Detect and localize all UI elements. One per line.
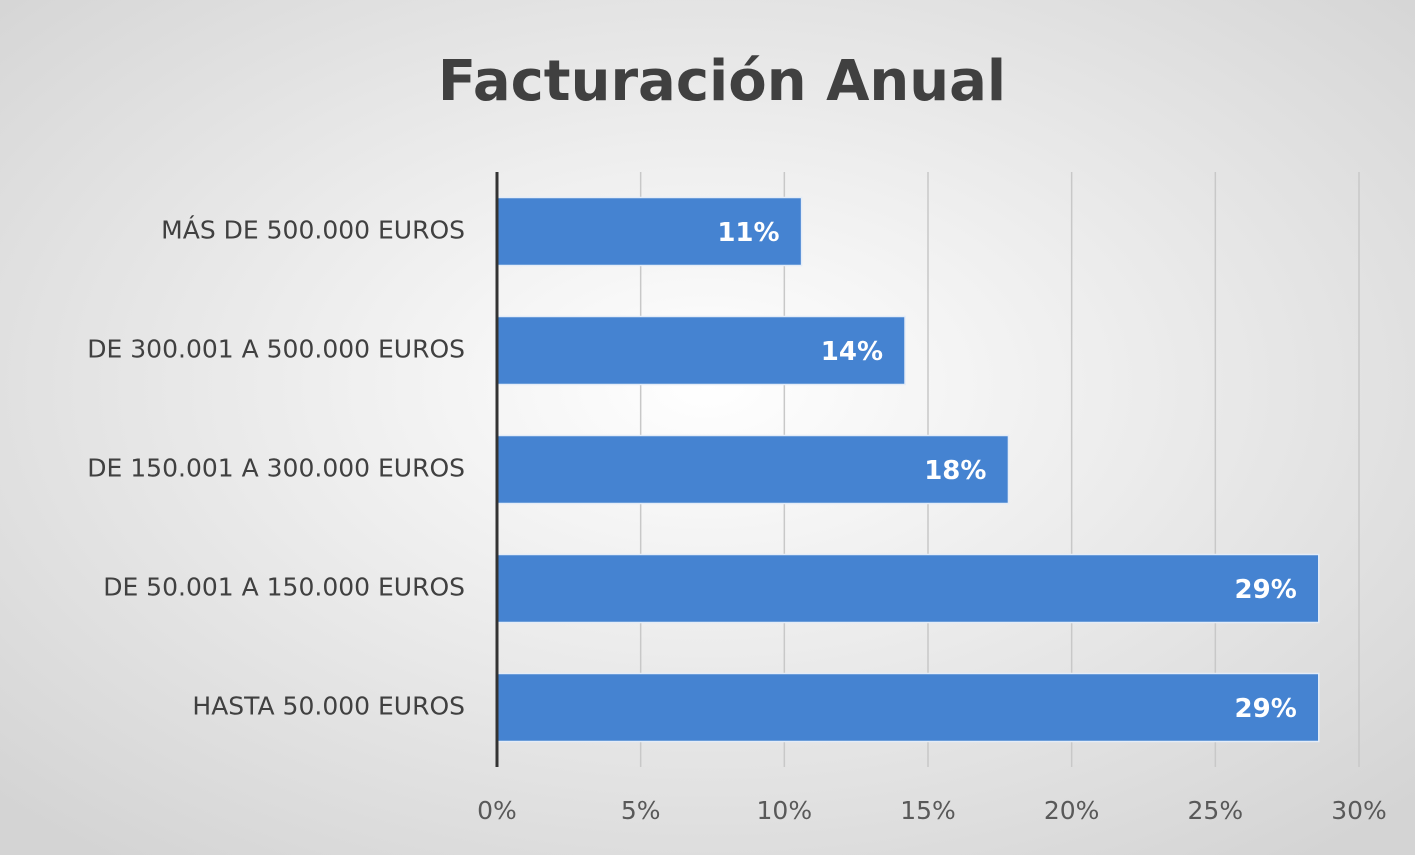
data-label: 11% — [717, 218, 779, 248]
y-tick-label: HASTA 50.000 EUROS — [192, 692, 465, 721]
bar — [496, 553, 1320, 624]
x-tick-label: 25% — [1188, 796, 1244, 825]
x-tick-label: 15% — [900, 796, 956, 825]
y-tick-label: DE 150.001 A 300.000 EUROS — [87, 454, 465, 483]
x-tick-label: 10% — [757, 796, 813, 825]
data-label: 29% — [1235, 575, 1297, 605]
x-tick-label: 30% — [1331, 796, 1387, 825]
y-tick-label: MÁS DE 500.000 EUROS — [161, 216, 465, 245]
data-label: 18% — [924, 456, 986, 486]
x-tick-label: 20% — [1044, 796, 1100, 825]
x-tick-label: 5% — [621, 796, 661, 825]
bar — [496, 672, 1320, 743]
bar — [496, 196, 803, 267]
x-tick-label: 0% — [477, 796, 517, 825]
y-tick-label: DE 300.001 A 500.000 EUROS — [87, 335, 465, 364]
data-label: 14% — [821, 337, 883, 367]
y-tick-label: DE 50.001 A 150.000 EUROS — [103, 573, 465, 602]
chart-title: Facturación Anual — [438, 49, 1006, 114]
data-label: 29% — [1235, 694, 1297, 724]
